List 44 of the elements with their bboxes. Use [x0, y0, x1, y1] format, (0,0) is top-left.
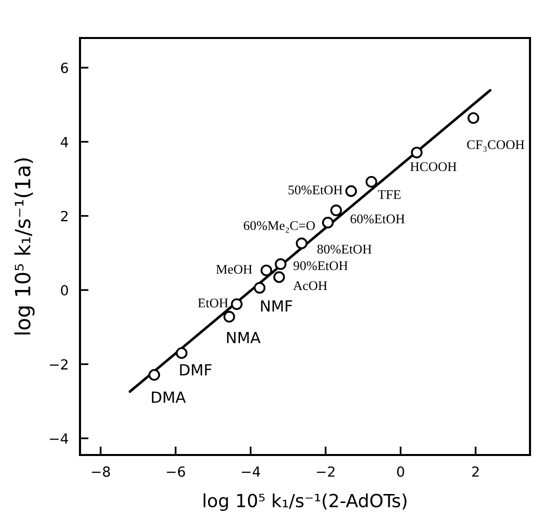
point: [322, 216, 334, 228]
y-tick-label: −4: [50, 433, 68, 444]
point: [366, 176, 378, 188]
point: [148, 369, 160, 381]
annotation: NMA: [227, 332, 261, 344]
y-tick-label: −2: [50, 359, 68, 370]
point: [468, 112, 480, 124]
x-tick-label: −4: [242, 466, 260, 477]
point: [296, 238, 308, 250]
point: [330, 204, 342, 216]
annotation: DMA: [152, 392, 186, 403]
point: [230, 298, 243, 310]
annotation: HCOOH: [410, 162, 456, 172]
point: [274, 258, 286, 270]
x-tick-label: 2: [472, 466, 479, 477]
annotation: 60%Me₂C=O: [244, 221, 315, 233]
y-tick-label: 2: [61, 210, 68, 222]
annotation: TFE: [378, 190, 401, 199]
annotation: DMF: [180, 364, 212, 376]
point: [345, 185, 357, 197]
y-tick-label: 0: [60, 285, 68, 296]
annotation: 60%EtOH: [350, 214, 405, 224]
x-tick-label: −2: [316, 466, 334, 477]
x-tick-label: −8: [92, 466, 110, 477]
x-tick-label: −6: [166, 466, 185, 477]
y-tick-label: 6: [61, 62, 68, 74]
x-axis-title: log 10⁵ k₁/s⁻¹(2-AdOTs): [204, 493, 406, 511]
point: [223, 310, 236, 323]
point: [273, 271, 285, 283]
point: [254, 282, 266, 294]
x-tick-label: 0: [397, 466, 404, 477]
y-axis-title: log 10⁵ k₁/s⁻¹(1a): [14, 158, 35, 334]
annotation: EtOH: [198, 298, 228, 308]
annotation: 80%EtOH: [317, 244, 372, 254]
annotation: 50%EtOH: [288, 185, 342, 194]
point: [260, 264, 272, 276]
annotation: CF₃COOH: [467, 140, 524, 152]
annotation: AcOH: [293, 281, 328, 290]
annotation: 90%EtOH: [294, 261, 348, 270]
point: [176, 347, 188, 359]
annotation: NMF: [261, 300, 292, 312]
y-tick-label: 4: [60, 136, 68, 148]
annotation: MeOH: [216, 264, 252, 274]
point: [410, 146, 423, 158]
